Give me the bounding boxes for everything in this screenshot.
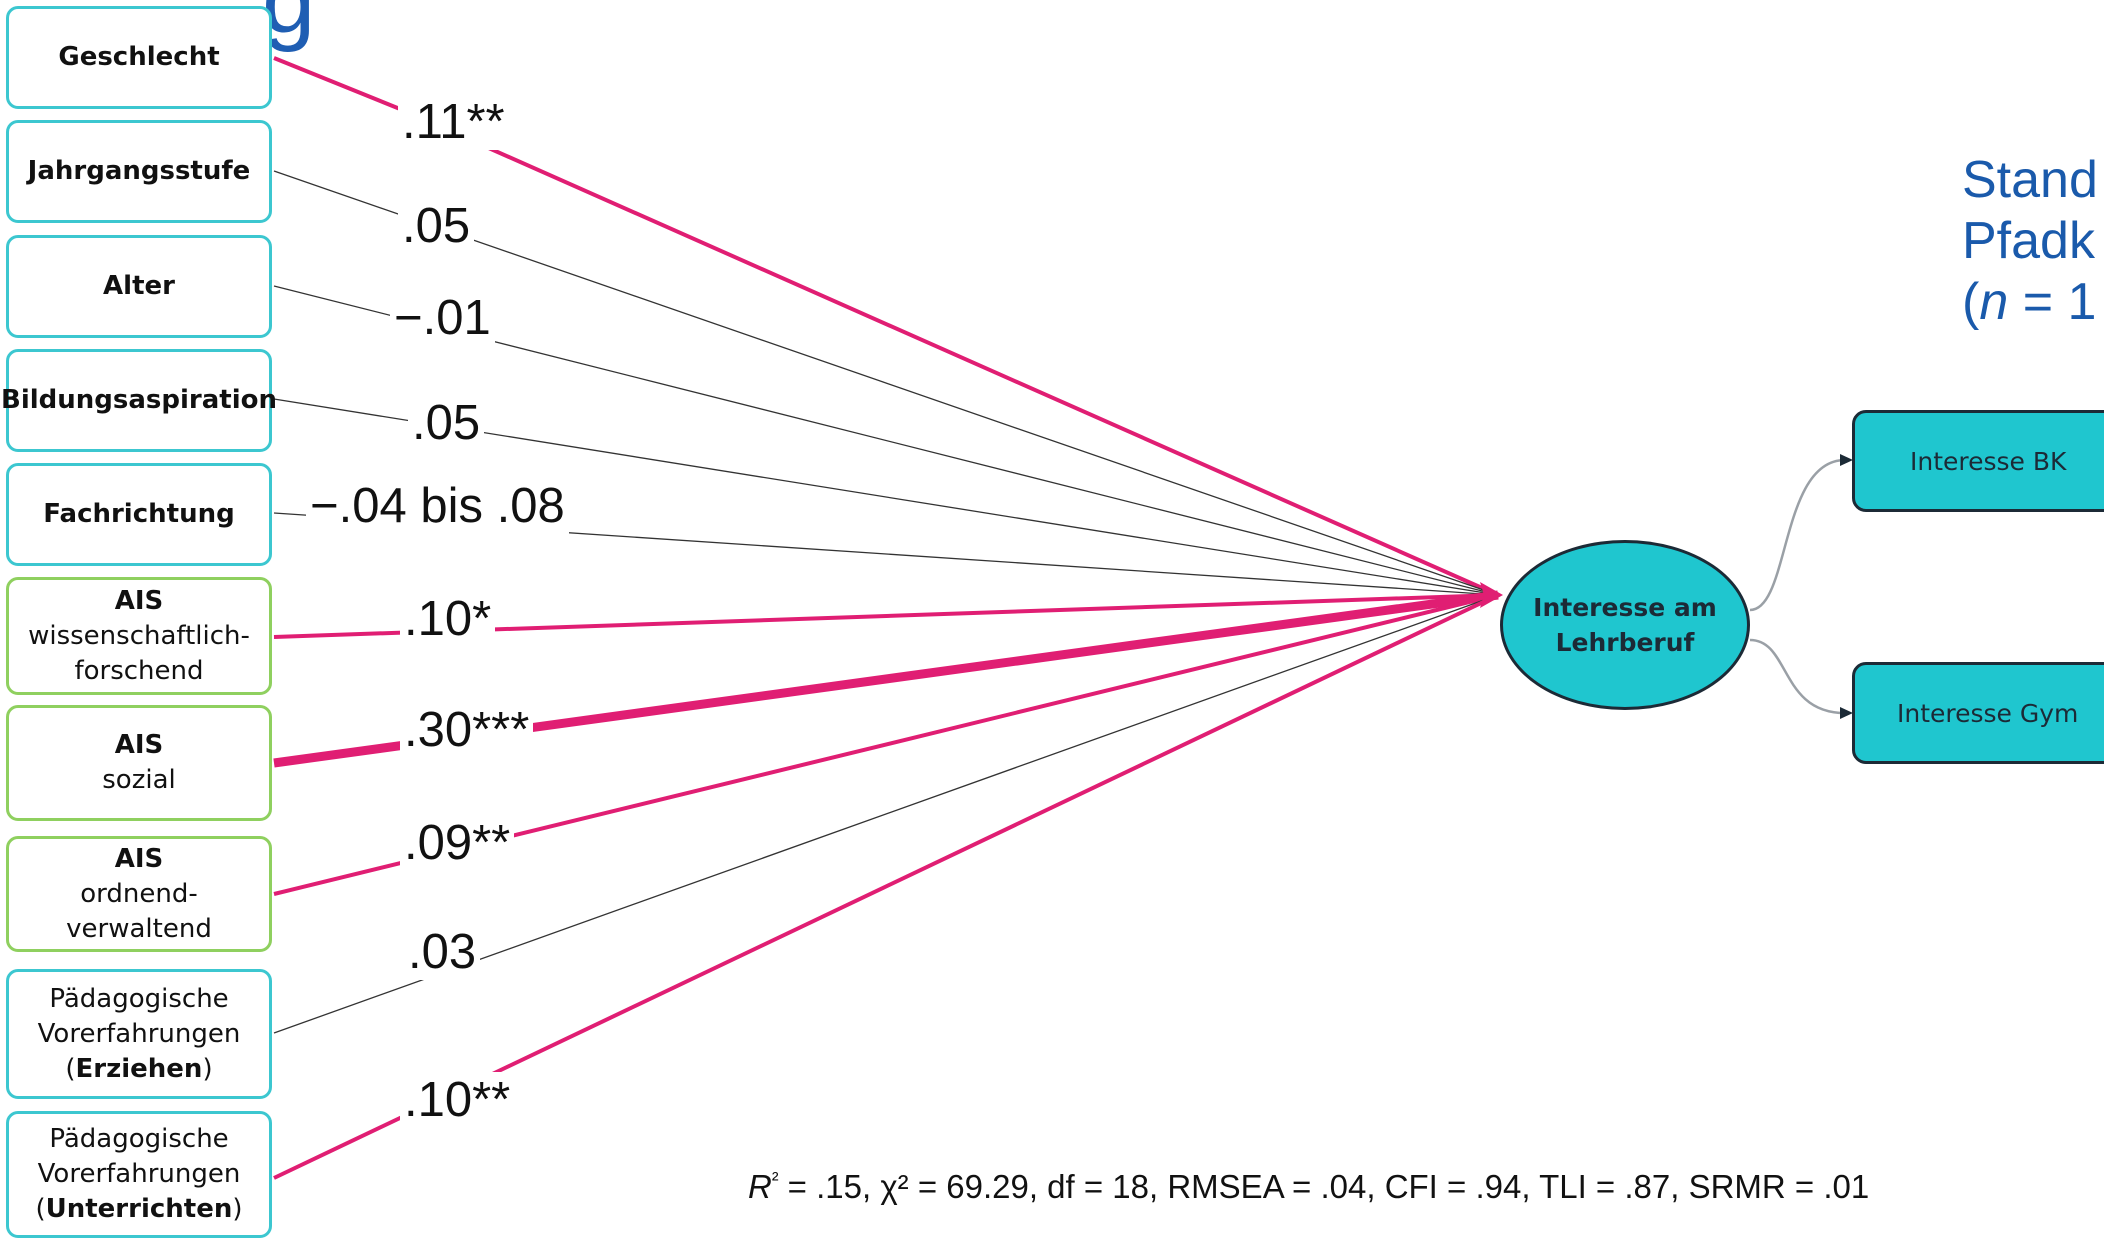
side-title: Stand Pfadk (n = 1 <box>1962 150 2098 333</box>
arrowhead-icon <box>1480 582 1503 608</box>
outcome-interesse-gym: Interesse Gym <box>1852 662 2104 764</box>
predictor-fachrichtung: Fachrichtung <box>6 463 272 566</box>
outcome-interesse-bk-label: Interesse BK <box>1910 446 2067 476</box>
path-jahrgangsstufe <box>273 170 1499 596</box>
coef-unterrichten: .10** <box>400 1072 515 1128</box>
predictor-geschlecht: Geschlecht <box>6 6 272 109</box>
outcome-interesse-bk: Interesse BK <box>1852 410 2104 512</box>
predictor-ais-sozial: AIS sozial <box>6 705 272 821</box>
coef-jahrgangsstufe: .05 <box>398 198 475 254</box>
side-title-line-2: Pfadk <box>1962 212 2095 270</box>
outcome-line-2: Lehrberuf <box>1555 628 1695 657</box>
predictor-ais-ordnend: AIS ordnend-verwaltend <box>6 836 272 952</box>
side-title-line-3: (n = 1 <box>1962 273 2097 331</box>
coef-erziehen: .03 <box>404 924 481 980</box>
coef-bildungsaspiration: .05 <box>408 395 485 451</box>
branch-to-bk <box>1749 458 1846 612</box>
arrow-bk-icon <box>1840 454 1853 466</box>
model-fit-statistics: R² = .15, χ² = 69.29, df = 18, RMSEA = .… <box>748 1168 1870 1205</box>
predictor-bildungsaspiration: Bildungsaspiration <box>1 349 277 452</box>
predictor-alter: Alter <box>6 235 272 338</box>
predictor-jahrgangsstufe: Jahrgangsstufe <box>6 120 272 223</box>
coef-ais-sozial: .30*** <box>400 702 534 758</box>
predictor-unterrichten: Pädagogische Vorerfahrungen (Unterrichte… <box>6 1111 272 1238</box>
arrow-gym-icon <box>1840 707 1853 719</box>
branch-connectors <box>1749 458 1846 715</box>
coef-alter: −.01 <box>390 290 495 346</box>
predictor-erziehen: Pädagogische Vorerfahrungen (Erziehen) <box>6 969 272 1099</box>
coef-fachrichtung: −.04 bis .08 <box>306 478 569 534</box>
coef-geschlecht: .11** <box>398 94 509 150</box>
predictor-ais-wissenschaftlich: AIS wissenschaftlich- forschend <box>6 577 272 695</box>
branch-to-gym <box>1749 638 1846 715</box>
coef-ais-ordnend: .09** <box>400 815 515 871</box>
side-title-line-1: Stand <box>1962 151 2098 209</box>
outcome-line-1: Interesse am <box>1533 593 1717 622</box>
coef-ais-wissenschaftlich: .10* <box>400 591 496 647</box>
outcome-interesse-gym-label: Interesse Gym <box>1897 698 2079 728</box>
outcome-node-interesse-lehrberuf: Interesse am Lehrberuf <box>1500 540 1750 710</box>
